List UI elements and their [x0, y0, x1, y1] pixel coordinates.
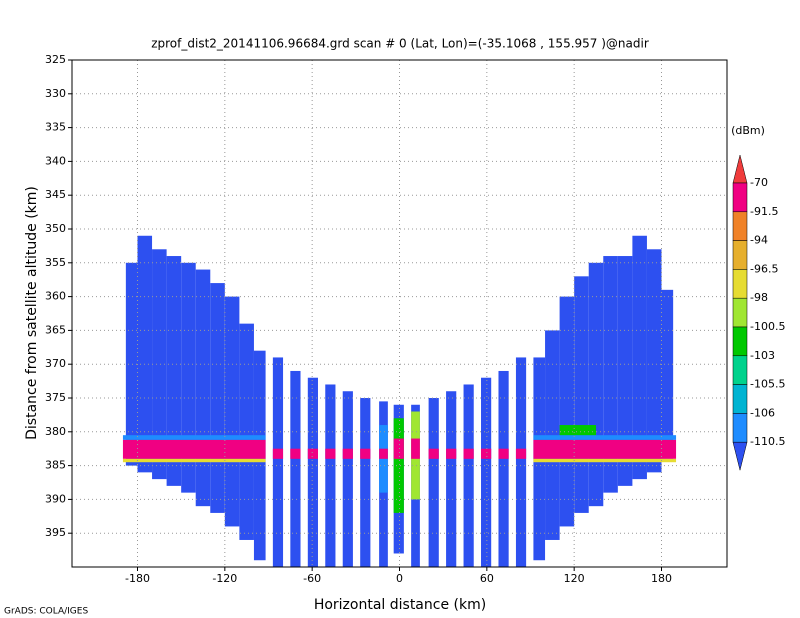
- y-tick-label: 325: [45, 53, 66, 66]
- x-tick-label: 180: [651, 572, 672, 585]
- colorbar-label: -105.5: [750, 378, 785, 391]
- y-tick-label: 380: [45, 425, 66, 438]
- field-cell: [342, 391, 353, 567]
- field-cell: [533, 435, 677, 440]
- x-tick-label: -120: [212, 572, 237, 585]
- field-cell: [646, 249, 662, 473]
- colorbar-label: -110.5: [750, 435, 785, 448]
- field-cell: [515, 357, 527, 567]
- field-cell: [379, 448, 388, 459]
- y-tick-label: 355: [45, 256, 66, 269]
- colorbar-box: [732, 413, 748, 443]
- field-cell: [307, 448, 318, 459]
- field-cell: [360, 448, 371, 459]
- field-cell: [617, 256, 633, 486]
- field-cell: [307, 377, 318, 567]
- colorbar-label: -98: [750, 291, 768, 304]
- y-tick-label: 395: [45, 526, 66, 539]
- field-cell: [574, 276, 589, 513]
- field-cell: [588, 262, 604, 507]
- field-cell: [360, 398, 371, 567]
- colorbar-label: -100.5: [750, 320, 785, 333]
- colorbar-box: [732, 211, 748, 241]
- field-cell: [481, 377, 492, 567]
- field-cell: [446, 391, 457, 567]
- colorbar-box: [732, 297, 748, 328]
- y-tick-label: 340: [45, 154, 66, 167]
- credit: GrADS: COLA/IGES: [4, 607, 88, 617]
- colorbar-label: -94: [750, 234, 768, 247]
- y-tick-label: 335: [45, 121, 66, 134]
- y-tick-label: 360: [45, 290, 66, 303]
- colorbar-label: -91.5: [750, 205, 778, 218]
- field-cell: [137, 235, 153, 473]
- x-tick-label: 120: [564, 572, 585, 585]
- field-cell: [481, 448, 492, 459]
- chart-title: zprof_dist2_20141106.96684.grd scan # 0 …: [151, 37, 649, 51]
- y-tick-label: 370: [45, 357, 66, 370]
- x-tick-label: 0: [396, 572, 403, 585]
- field-cell: [152, 249, 167, 480]
- field-cell: [603, 256, 618, 493]
- field-cell: [446, 448, 457, 459]
- field-cell: [411, 438, 420, 459]
- colorbar-box: [732, 269, 748, 299]
- field-cell: [224, 296, 240, 527]
- field-cell: [125, 262, 138, 466]
- colorbar-box: [732, 240, 748, 270]
- field-cell: [290, 448, 301, 459]
- colorbar-box: [732, 326, 748, 357]
- colorbar-label: -70: [750, 176, 768, 189]
- y-tick-label: 345: [45, 188, 66, 201]
- colorbar-label: -96.5: [750, 262, 778, 275]
- field-cell: [393, 418, 404, 513]
- field-cell: [515, 448, 527, 459]
- y-tick-label: 350: [45, 222, 66, 235]
- field-cell: [122, 435, 266, 440]
- colorbar-box: [732, 384, 748, 414]
- y-tick-label: 375: [45, 391, 66, 404]
- field-cell: [533, 458, 677, 463]
- field-cell: [428, 398, 439, 567]
- field-cell: [463, 384, 474, 567]
- field-cell: [342, 448, 353, 459]
- y-tick-label: 385: [45, 459, 66, 472]
- field-cell: [428, 448, 439, 459]
- colorbar-cap: [732, 441, 748, 471]
- plot-frame: [71, 59, 728, 568]
- field-cell: [272, 448, 284, 459]
- x-axis-label: Horizontal distance (km): [314, 597, 486, 613]
- y-tick-label: 330: [45, 87, 66, 100]
- field-cell: [166, 256, 182, 486]
- colorbar-box: [732, 182, 748, 213]
- field-cell: [498, 448, 509, 459]
- colorbar-label: -106: [750, 406, 775, 419]
- y-axis-label: Distance from satellite altitude (km): [24, 186, 40, 440]
- field-cell: [559, 296, 575, 527]
- field-cell: [239, 323, 254, 540]
- colorbar-label: -103: [750, 349, 775, 362]
- field-cell: [661, 289, 674, 459]
- colorbar-box: [732, 355, 748, 385]
- x-tick-label: 60: [480, 572, 494, 585]
- colorbar-unit: (dBm): [731, 124, 765, 137]
- field-cell: [393, 438, 404, 459]
- field-cell: [290, 370, 301, 567]
- y-tick-label: 365: [45, 323, 66, 336]
- field-cell: [533, 439, 677, 459]
- y-tick-label: 390: [45, 492, 66, 505]
- x-tick-label: -60: [303, 572, 321, 585]
- field-cell: [272, 357, 284, 567]
- field-cell: [463, 448, 474, 459]
- x-tick-label: -180: [125, 572, 150, 585]
- field-cell: [325, 448, 336, 459]
- field-cell: [195, 269, 211, 507]
- field-cell: [122, 458, 266, 463]
- field-cell: [498, 370, 509, 567]
- field-cell: [122, 439, 266, 459]
- field-cell: [325, 384, 336, 567]
